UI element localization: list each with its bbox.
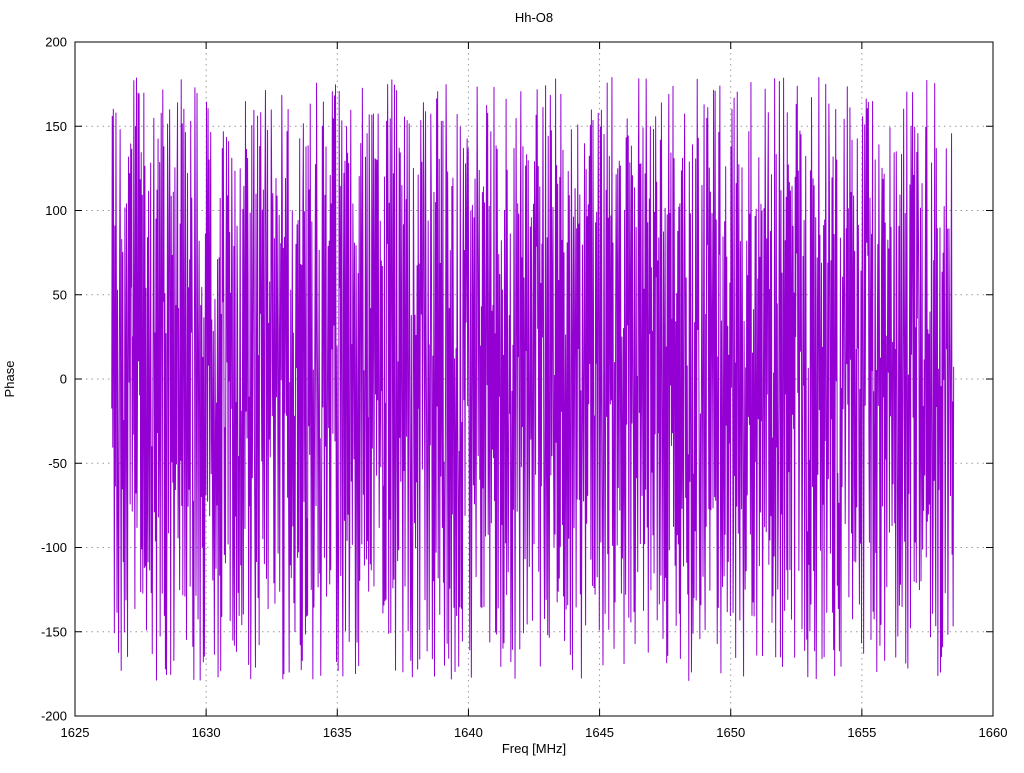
x-tick-label: 1655 — [847, 725, 876, 740]
x-tick-label: 1650 — [716, 725, 745, 740]
y-tick-label: 150 — [45, 119, 67, 134]
y-tick-label: -50 — [48, 456, 67, 471]
x-tick-label: 1640 — [454, 725, 483, 740]
x-tick-label: 1635 — [323, 725, 352, 740]
y-tick-label: -200 — [41, 709, 67, 724]
x-tick-label: 1645 — [585, 725, 614, 740]
x-tick-label: 1660 — [979, 725, 1008, 740]
x-axis-label: Freq [MHz] — [502, 741, 566, 756]
axis-tick-labels: 1625 1630 1635 1640 1645 1650 1655 1660 -200 -150… — [41, 35, 1007, 741]
y-tick-label: 100 — [45, 203, 67, 218]
y-tick-label: 0 — [60, 372, 67, 387]
y-axis-label: Phase — [2, 361, 17, 398]
y-tick-label: -100 — [41, 540, 67, 555]
y-tick-label: -150 — [41, 624, 67, 639]
plot-border — [74, 41, 994, 717]
x-tick-label: 1625 — [61, 725, 90, 740]
phase-series-line — [111, 77, 955, 681]
x-tick-label: 1630 — [192, 725, 221, 740]
y-tick-label: 50 — [53, 287, 67, 302]
chart-title: Hh-O8 — [515, 10, 553, 25]
y-tick-label: 200 — [45, 35, 67, 50]
